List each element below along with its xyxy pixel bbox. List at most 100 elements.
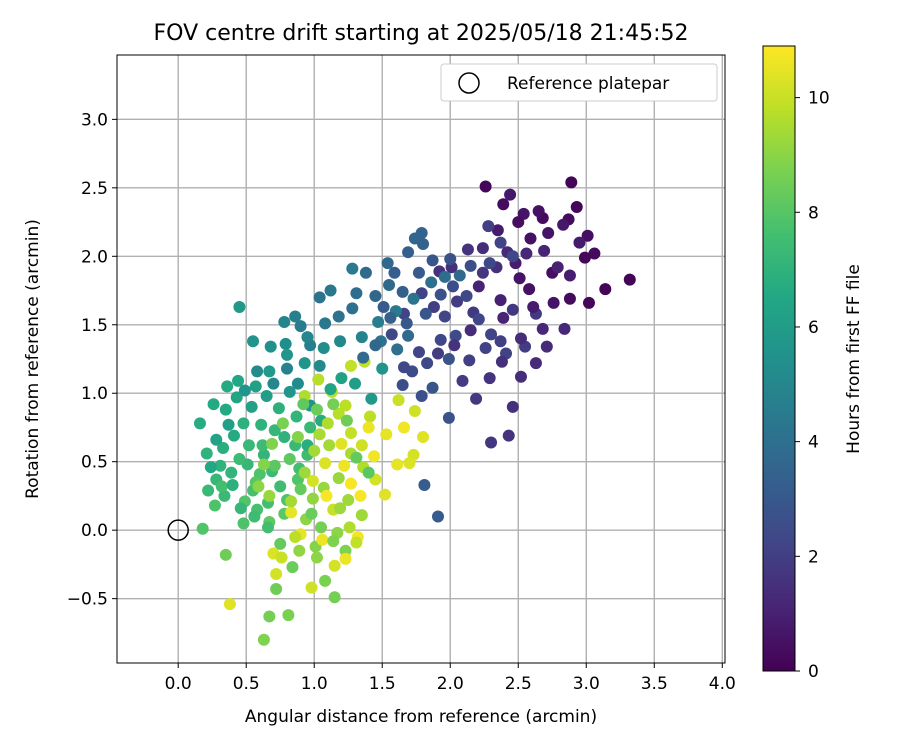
data-point: [306, 474, 319, 487]
data-point: [268, 424, 281, 437]
data-point: [289, 531, 302, 544]
data-point: [438, 270, 451, 283]
data-point: [279, 337, 292, 350]
data-point: [237, 417, 250, 430]
data-point: [324, 284, 337, 297]
data-point: [368, 450, 381, 463]
data-point: [434, 333, 447, 346]
data-point: [565, 176, 578, 189]
data-point: [570, 201, 583, 213]
data-point: [362, 421, 375, 434]
data-point: [372, 316, 385, 329]
data-point: [226, 478, 239, 491]
data-point: [388, 266, 401, 279]
data-point: [217, 442, 230, 455]
data-point: [494, 236, 507, 249]
data-point: [310, 551, 323, 564]
data-point: [415, 389, 428, 402]
data-point: [285, 506, 298, 519]
data-point: [359, 266, 372, 279]
data-point: [233, 452, 246, 465]
data-point: [542, 227, 555, 240]
data-point: [588, 247, 601, 260]
colorbar-tick-label: 4: [808, 433, 819, 453]
data-point: [328, 591, 341, 604]
data-point: [233, 300, 246, 313]
data-point: [350, 287, 363, 300]
data-point: [538, 244, 551, 257]
data-point: [286, 561, 299, 574]
data-point: [421, 357, 434, 370]
data-point: [319, 574, 332, 587]
data-point: [369, 339, 382, 352]
data-point: [305, 507, 318, 520]
data-point: [283, 452, 296, 465]
data-point: [339, 544, 352, 557]
data-point: [402, 329, 415, 342]
data-point: [315, 521, 328, 534]
data-point: [434, 288, 447, 301]
x-axis-ticks: 0.0 0.5 1.0 1.5 2.0 2.5 3.0 3.5 4.0: [165, 663, 736, 694]
data-point: [407, 292, 420, 305]
data-point: [520, 247, 533, 260]
data-point: [464, 324, 477, 337]
data-point: [313, 291, 326, 304]
colorbar: 0 2 4 6 8 10 Hours from first FF file: [762, 45, 864, 682]
data-point: [479, 342, 492, 355]
data-point: [444, 253, 457, 266]
data-point: [261, 521, 274, 534]
data-point: [306, 492, 319, 505]
data-point: [193, 417, 206, 430]
data-point: [252, 480, 265, 493]
data-point: [418, 478, 431, 491]
data-point: [308, 444, 321, 457]
data-point: [448, 339, 461, 352]
data-point: [578, 251, 591, 264]
data-point: [397, 361, 410, 374]
data-point: [282, 609, 295, 622]
colorbar-gradient: [762, 45, 796, 672]
data-point: [223, 598, 236, 611]
data-point: [313, 359, 326, 372]
x-tick-label: 0.0: [165, 674, 192, 694]
data-point: [214, 459, 227, 472]
data-point: [446, 280, 459, 293]
data-point: [327, 398, 340, 411]
data-point: [391, 458, 404, 471]
data-point: [335, 372, 348, 385]
data-point: [547, 296, 560, 309]
x-tick-label: 2.0: [437, 674, 464, 694]
data-point: [237, 517, 250, 530]
data-point: [234, 502, 247, 515]
data-point: [438, 310, 451, 323]
data-point: [242, 439, 255, 452]
data-point: [402, 246, 415, 259]
data-point: [339, 552, 352, 565]
data-point: [289, 310, 302, 323]
data-point: [412, 346, 425, 359]
data-point: [290, 410, 303, 423]
data-point: [321, 417, 334, 430]
data-point: [381, 257, 394, 270]
data-point: [335, 437, 348, 450]
data-point: [426, 381, 439, 394]
data-point: [267, 377, 280, 390]
data-point: [396, 379, 409, 392]
data-point: [247, 335, 260, 348]
x-tick-label: 2.5: [505, 674, 532, 694]
data-point: [599, 283, 612, 296]
data-point: [419, 307, 432, 320]
data-point: [274, 480, 287, 493]
data-point: [355, 331, 368, 344]
data-point: [304, 421, 317, 434]
data-point: [472, 280, 485, 293]
x-tick-label: 0.5: [233, 674, 260, 694]
data-point: [476, 266, 489, 279]
data-point: [251, 365, 264, 378]
x-tick-label: 3.0: [573, 674, 600, 694]
data-point: [305, 581, 318, 594]
data-point: [264, 340, 277, 353]
data-point: [532, 205, 545, 218]
data-point: [397, 421, 410, 434]
data-point: [301, 331, 314, 344]
